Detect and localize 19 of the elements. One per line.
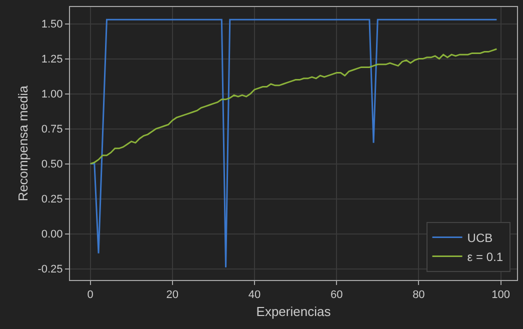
x-tick-label: 80 <box>412 289 425 302</box>
y-axis-title: Recompensa media <box>16 84 31 202</box>
y-tick-label: 0.00 <box>41 228 63 241</box>
y-tick-label: 1.00 <box>41 88 63 101</box>
y-tick-label: 1.50 <box>41 18 63 31</box>
x-tick-label: 0 <box>87 289 94 302</box>
legend-label: ε = 0.1 <box>467 250 504 264</box>
y-tick-label: 0.25 <box>41 194 63 206</box>
line-series <box>90 48 498 165</box>
y-tick-label: -0.25 <box>38 264 63 276</box>
x-tick-label: 60 <box>330 289 343 302</box>
y-tick-label: 0.50 <box>41 158 63 171</box>
y-tick-label: 0.75 <box>41 124 63 136</box>
x-axis-title: Experiencias <box>256 304 332 319</box>
x-tick-label: 20 <box>166 289 179 302</box>
x-tick-label: 100 <box>492 289 510 302</box>
legend-label: UCB <box>467 230 493 245</box>
y-tick-label: 1.25 <box>41 54 63 66</box>
x-tick-label: 40 <box>248 289 261 302</box>
